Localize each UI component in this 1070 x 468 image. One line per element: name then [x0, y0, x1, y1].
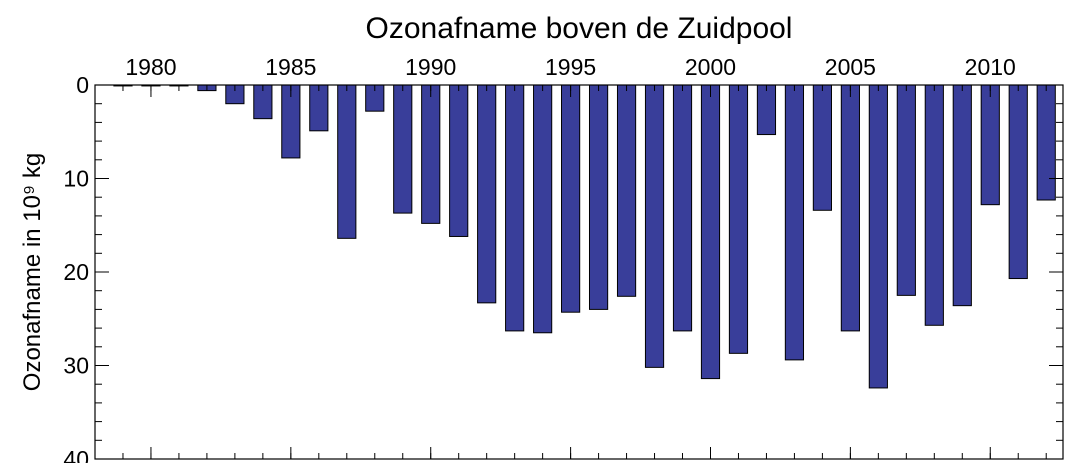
bar — [309, 84, 329, 132]
bar — [1008, 84, 1028, 280]
bar — [588, 84, 609, 310]
y-tick-label: 10 — [63, 166, 89, 192]
y-axis-label: Ozonafname in 10⁹ kg — [19, 153, 46, 391]
y-tick-label: 20 — [63, 259, 89, 285]
bar — [980, 84, 1000, 206]
bar — [449, 84, 469, 237]
bar — [477, 84, 497, 304]
bar — [393, 84, 413, 214]
bar — [672, 84, 693, 332]
bar — [812, 84, 832, 211]
bar — [505, 84, 525, 332]
bar — [896, 84, 916, 296]
bar — [644, 84, 665, 368]
x-tick-label: 1990 — [405, 54, 456, 80]
bar — [700, 84, 721, 380]
x-tick-label: 2005 — [825, 54, 876, 80]
x-tick-label: 1985 — [265, 54, 316, 80]
bar — [840, 84, 860, 332]
bar — [924, 84, 944, 326]
bar — [756, 84, 777, 136]
bar — [533, 84, 553, 334]
bar — [952, 84, 972, 307]
bar — [421, 84, 441, 224]
x-tick-label: 1995 — [545, 54, 596, 80]
bar — [616, 84, 637, 297]
y-tick-label: 0 — [76, 72, 89, 98]
y-tick-label: 40 — [63, 446, 89, 463]
x-tick-label: 2010 — [965, 54, 1016, 80]
chart-title: Ozonafname boven de Zuidpool — [366, 12, 793, 45]
bar — [337, 84, 357, 239]
x-tick-label: 1980 — [125, 54, 176, 80]
bar — [561, 84, 581, 313]
y-tick-label: 30 — [63, 353, 89, 379]
bar — [728, 84, 749, 354]
bar — [868, 84, 888, 389]
bar — [784, 84, 805, 361]
x-tick-label: 2000 — [685, 54, 736, 80]
bar — [1036, 84, 1056, 201]
